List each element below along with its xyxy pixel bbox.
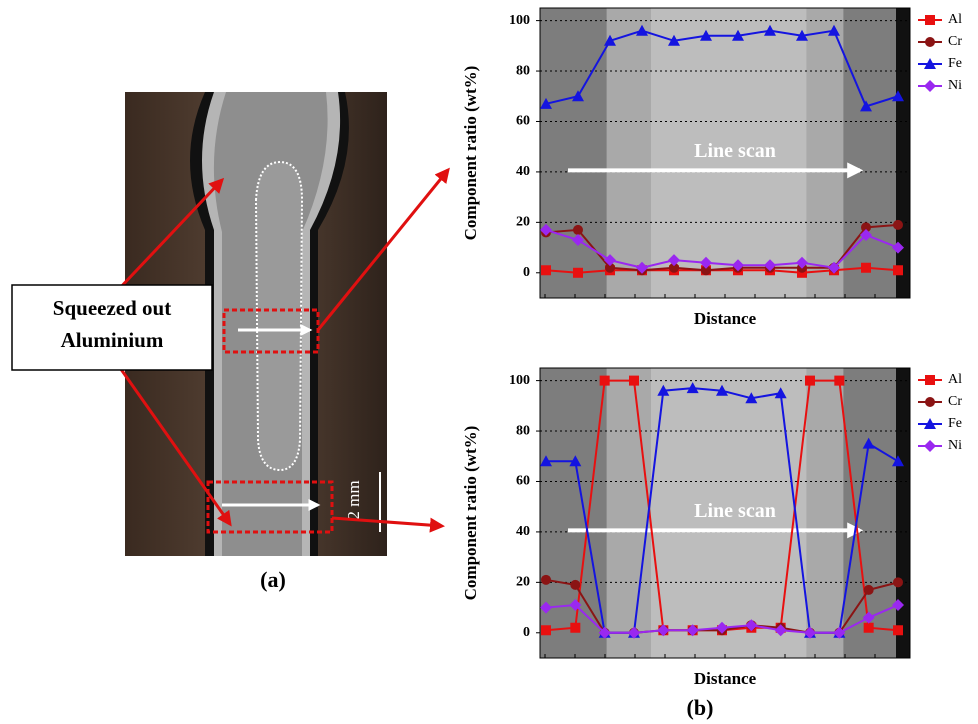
legend-label: Fe [948,416,962,431]
marker [834,376,844,386]
legend-marker [925,397,935,407]
marker [864,585,874,595]
y-tick-label: 0 [523,625,530,640]
marker [893,265,903,275]
figure: 2 mm Squeezed out Aluminium (a) (b) 0 20 4… [0,0,978,724]
y-tick-label: 40 [516,164,530,179]
annotation: Line scan [694,500,776,522]
y-tick-label: 100 [509,13,530,28]
legend-marker [925,375,935,385]
scale-bar-label: 2 mm [344,480,363,519]
marker [893,625,903,635]
marker [570,623,580,633]
marker [573,225,583,235]
micrograph [896,368,910,658]
marker [893,577,903,587]
marker [541,625,551,635]
y-tick-label: 20 [516,215,530,230]
y-tick-label: 0 [523,265,530,280]
y-tick-label: 20 [516,575,530,590]
legend-marker [925,37,935,47]
legend-label: Fe [948,56,962,71]
y-axis-title: Component ratio (wt%) [461,426,480,601]
marker [893,220,903,230]
panel-label: (a) [260,567,286,592]
marker [570,580,580,590]
legend-label: Cr [948,394,962,409]
legend-label: Al [948,12,962,27]
y-tick-label: 80 [516,423,530,438]
y-tick-label: 60 [516,474,530,489]
legend-marker [925,15,935,25]
panel-label: (b) [687,695,714,720]
marker [864,623,874,633]
y-tick-label: 100 [509,373,530,388]
marker [600,376,610,386]
marker [541,265,551,275]
legend-label: Ni [948,78,962,93]
marker [861,263,871,273]
legend-label: Ni [948,438,962,453]
marker [629,376,639,386]
y-tick-label: 40 [516,524,530,539]
y-tick-label: 80 [516,63,530,78]
callout-text: Squeezed out [53,296,171,320]
legend-label: Cr [948,34,962,49]
micrograph [896,8,910,298]
x-axis-title: Distance [694,309,757,328]
marker [573,268,583,278]
marker [541,575,551,585]
y-tick-label: 60 [516,114,530,129]
annotation: Line scan [694,140,776,162]
legend-label: Al [948,372,962,387]
y-axis-title: Component ratio (wt%) [461,66,480,241]
marker [805,376,815,386]
callout-text: Aluminium [61,328,164,352]
x-axis-title: Distance [694,669,757,688]
